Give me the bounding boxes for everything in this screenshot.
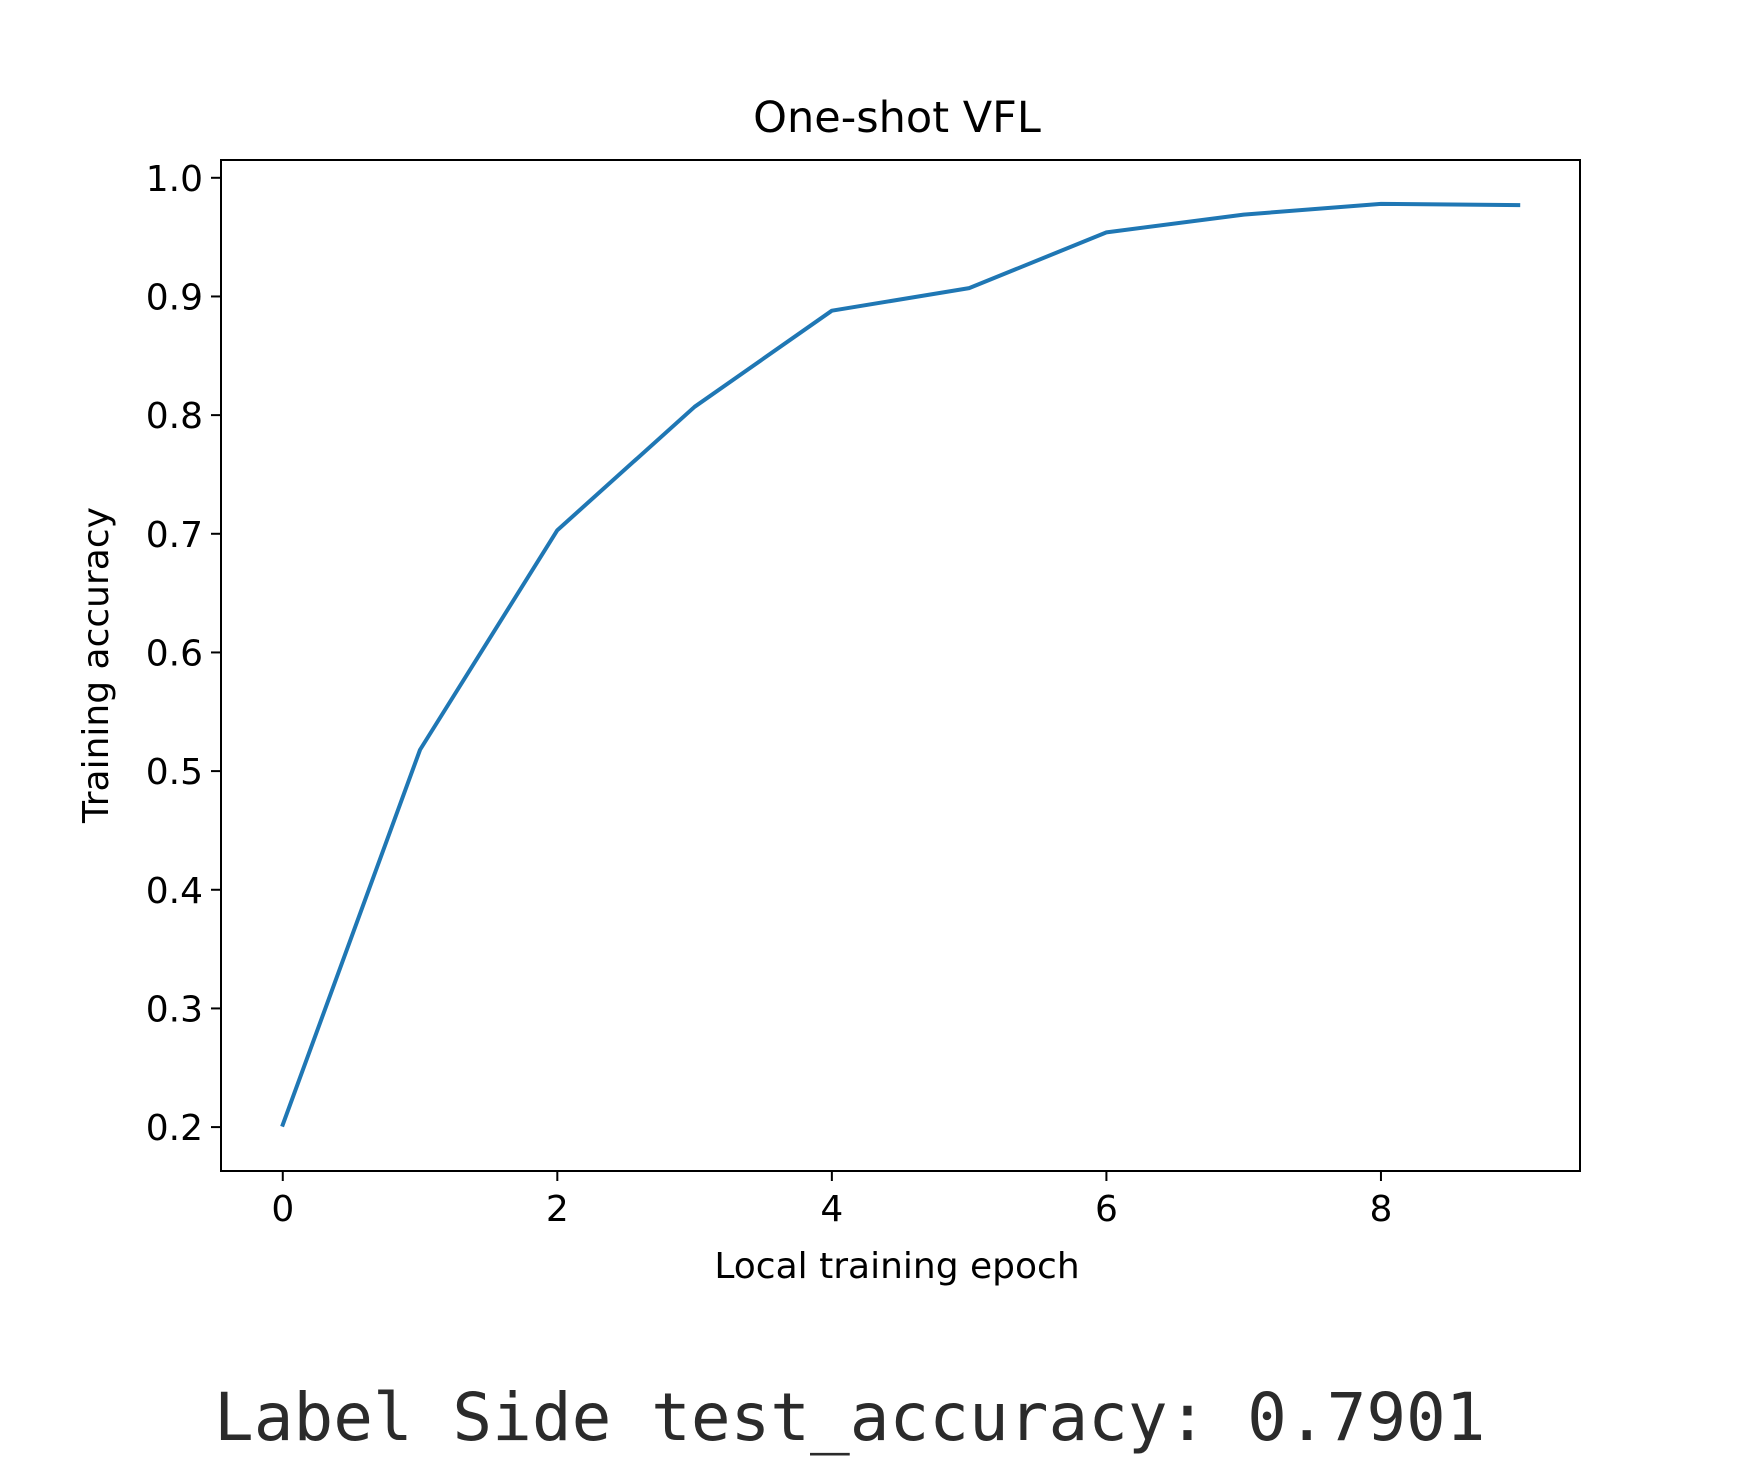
y-tick-label: 0.7 bbox=[146, 515, 203, 556]
y-tick-label: 0.6 bbox=[146, 633, 203, 674]
y-tick-label: 1.0 bbox=[146, 159, 203, 200]
x-axis-label: Local training epoch bbox=[714, 1246, 1079, 1287]
y-tick-label: 0.2 bbox=[146, 1108, 203, 1149]
y-tick-label: 0.5 bbox=[146, 752, 203, 793]
y-tick-label: 0.4 bbox=[146, 871, 203, 912]
y-axis-label: Training accuracy bbox=[76, 507, 117, 824]
x-axis-ticks: 0 2 4 6 8 bbox=[271, 1171, 1392, 1230]
x-tick-label: 2 bbox=[546, 1189, 569, 1230]
y-tick-label: 0.9 bbox=[146, 277, 203, 318]
plot-area-frame bbox=[220, 159, 1581, 1172]
chart-title: One-shot VFL bbox=[753, 93, 1041, 143]
x-tick-label: 8 bbox=[1370, 1189, 1393, 1230]
series-layer bbox=[280, 201, 1521, 1128]
x-tick-label: 0 bbox=[271, 1189, 294, 1230]
x-tick-label: 6 bbox=[1095, 1189, 1118, 1230]
x-tick-label: 4 bbox=[820, 1189, 843, 1230]
y-tick-label: 0.8 bbox=[146, 396, 203, 437]
y-axis-ticks: 0.2 0.3 0.4 0.5 0.6 0.7 0.8 0.9 1.0 bbox=[146, 159, 221, 1149]
y-tick-label: 0.3 bbox=[146, 989, 203, 1030]
test-accuracy-output: Label Side test_accuracy: 0.7901 bbox=[214, 1379, 1486, 1456]
series-line bbox=[280, 201, 1521, 1128]
